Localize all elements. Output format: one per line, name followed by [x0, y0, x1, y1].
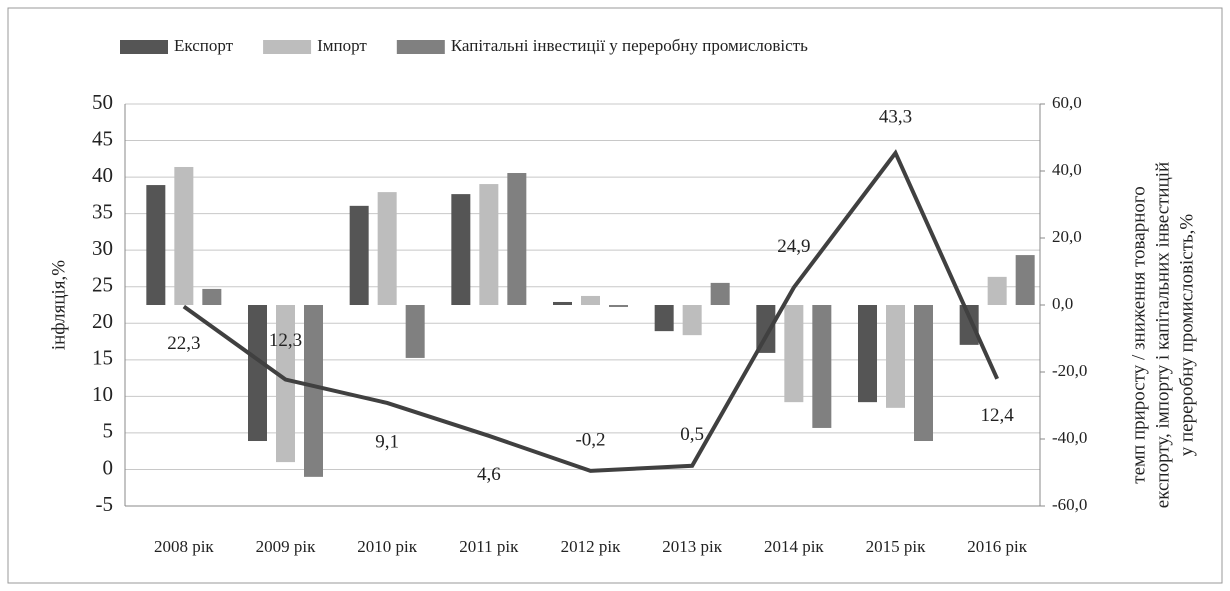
line: [182, 149, 999, 473]
bar: [479, 184, 499, 305]
bar: [581, 295, 600, 305]
y2-axis-title: темп приросту / зниження товарного: [1128, 186, 1149, 483]
y-tick-label: 40: [92, 163, 113, 187]
bar: [784, 305, 804, 403]
bar: [451, 194, 471, 305]
legend-swatch: [120, 40, 168, 54]
y-tick-label: -5: [96, 492, 114, 516]
bar: [507, 173, 527, 305]
data-label: 4,6: [477, 464, 501, 485]
bar: [959, 305, 979, 345]
bar: [304, 305, 323, 477]
y-tick-label: 25: [92, 273, 113, 297]
y-tick-label: 20: [92, 309, 113, 333]
bar: [1015, 255, 1035, 305]
data-label: -0,2: [575, 429, 605, 450]
y2-tick-label: -60,0: [1052, 495, 1087, 514]
y2-tick-label: -20,0: [1052, 361, 1087, 380]
bar: [710, 282, 730, 305]
legend-label: Експорт: [174, 36, 234, 55]
bar: [349, 205, 369, 305]
y2-tick-label: 60,0: [1052, 93, 1082, 112]
y-tick-label: 35: [92, 199, 113, 223]
x-tick-label: 2011 рік: [459, 537, 519, 556]
legend-swatch: [263, 40, 312, 54]
y-axis-title: інфляція,%: [48, 260, 69, 350]
bar: [886, 305, 905, 408]
bar: [553, 301, 572, 305]
x-tick-label: 2016 рік: [967, 537, 1027, 556]
bar: [276, 305, 295, 463]
bar: [858, 305, 877, 403]
y-tick-label: 45: [92, 126, 113, 150]
y2-tick-label: 40,0: [1052, 160, 1082, 179]
x-tick-label: 2013 рік: [662, 537, 722, 556]
bar: [987, 276, 1007, 305]
x-tick-label: 2014 рік: [764, 537, 824, 556]
bar: [812, 305, 832, 428]
x-tick-label: 2010 рік: [357, 537, 417, 556]
y2-axis-title: експорту, імпорту і капітальних інвестиц…: [1152, 162, 1173, 508]
bar: [914, 305, 933, 442]
legend-swatch: [396, 40, 445, 54]
legend-label: Імпорт: [317, 36, 367, 55]
y2-tick-label: 20,0: [1052, 227, 1082, 246]
x-tick-label: 2008 рік: [154, 537, 214, 556]
y2-tick-label: 0,0: [1052, 294, 1073, 313]
bar: [202, 288, 222, 305]
x-tick-label: 2009 рік: [256, 537, 316, 556]
bar: [654, 305, 674, 332]
y2-tick-label: -40,0: [1052, 428, 1087, 447]
data-label: 22,3: [167, 333, 200, 354]
data-label: 12,4: [981, 405, 1015, 426]
y-tick-label: 10: [92, 382, 113, 406]
x-tick-label: 2015 рік: [866, 537, 926, 556]
data-label: 0,5: [680, 424, 704, 445]
data-label: 24,9: [777, 236, 810, 257]
y2-axis-title: у переробну промисловість,%: [1176, 214, 1197, 457]
bar: [174, 166, 194, 305]
bar: [405, 305, 425, 358]
bar: [609, 305, 628, 308]
data-label: 12,3: [269, 330, 302, 351]
bar: [146, 185, 166, 305]
legend-label: Капітальні інвестиції у переробну промис…: [451, 36, 808, 55]
bar: [248, 305, 267, 442]
bar: [682, 305, 702, 336]
bar: [377, 192, 397, 305]
x-tick-label: 2012 рік: [561, 537, 621, 556]
y-tick-label: 15: [92, 346, 113, 370]
y-tick-label: 50: [92, 90, 113, 114]
y-tick-label: 0: [103, 455, 114, 479]
data-label: 9,1: [375, 431, 399, 452]
data-label: 43,3: [879, 106, 912, 127]
y-tick-label: 5: [103, 419, 114, 443]
y-tick-label: 30: [92, 236, 113, 260]
